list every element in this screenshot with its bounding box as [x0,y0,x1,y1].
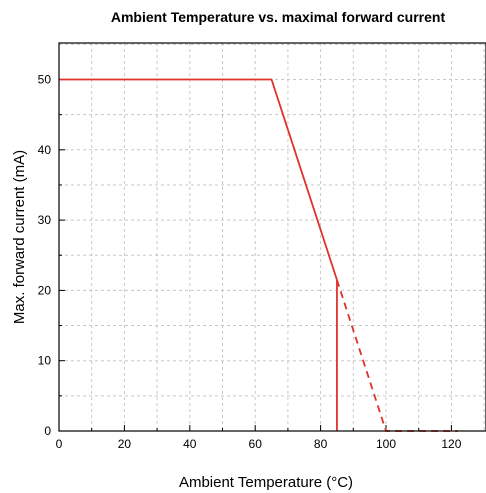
x-tick-label: 20 [118,437,132,451]
axis-ticks: 0 20 40 60 80 100 120 0 10 20 30 40 50 [38,73,462,452]
y-axis-label: Max. forward current (mA) [11,150,28,324]
y-tick-label: 20 [38,283,52,297]
y-tick-label: 30 [38,213,52,227]
x-tick-label: 0 [56,437,63,451]
x-tick-label: 60 [249,437,263,451]
plot-frame [58,42,486,432]
y-tick-label: 40 [38,143,52,157]
derating-line [59,78,338,281]
y-tick-label: 0 [44,424,51,438]
chart-title: Ambient Temperature vs. maximal forward … [111,9,446,25]
x-tick-label: 40 [183,437,197,451]
x-tick-label: 80 [314,437,328,451]
x-tick-label: 100 [376,437,396,451]
extrapolated-line [336,279,458,432]
y-tick-label: 50 [38,73,52,87]
grid [59,43,486,431]
y-tick-label: 10 [38,354,52,368]
x-tick-label: 120 [441,437,461,451]
x-axis-label: Ambient Temperature (°C) [179,474,353,491]
